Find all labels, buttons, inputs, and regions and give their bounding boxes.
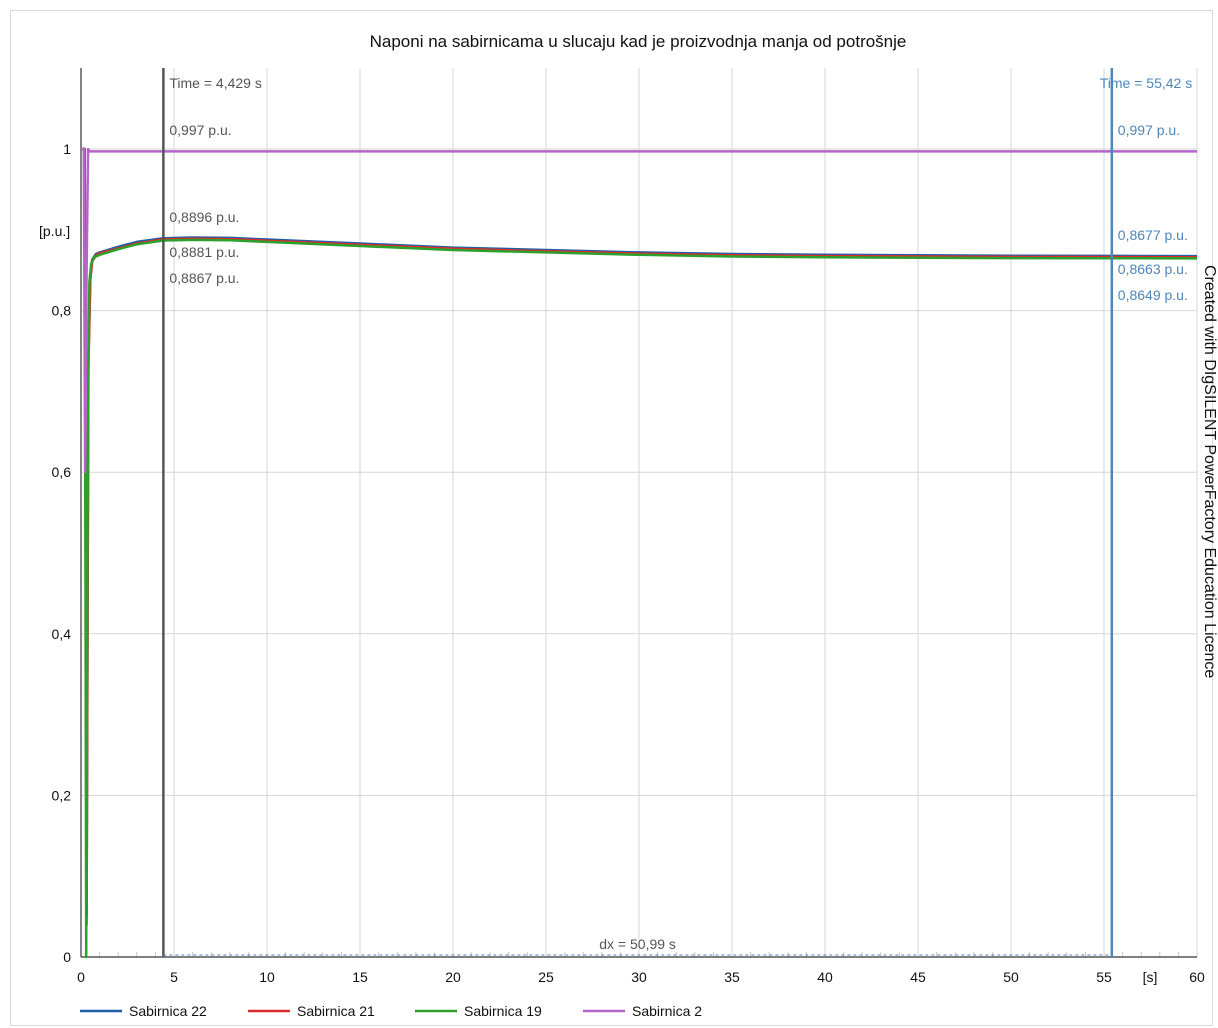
x-tick-label: 50 <box>1003 969 1019 985</box>
x-axis-unit: [s] <box>1143 969 1158 985</box>
x-tick-label: 45 <box>910 969 926 985</box>
legend-item[interactable]: Sabirnica 21 <box>248 1003 375 1019</box>
x-tick-label: 5 <box>170 969 178 985</box>
cursor-value-label: 0,8881 p.u. <box>169 244 239 260</box>
legend-item[interactable]: Sabirnica 2 <box>583 1003 702 1019</box>
legend-label: Sabirnica 2 <box>632 1003 702 1019</box>
x-tick-label: 40 <box>817 969 833 985</box>
cursor-value-label: 0,8677 p.u. <box>1118 227 1188 243</box>
x-tick-label: 60 <box>1189 969 1205 985</box>
x-tick-label: 35 <box>724 969 740 985</box>
axes: 0 5 10 15 20 25 30 35 40 45 50 55 60 0 0,2 0,4 0,6 0,8 1 <box>52 68 1205 985</box>
x-tick-label: 30 <box>631 969 647 985</box>
y-axis-unit: [p.u.] <box>39 223 70 239</box>
watermark-text: Created with DIgSILENT PowerFactory Educ… <box>1201 265 1218 678</box>
series-line-sabirnica-19 <box>81 147 1198 959</box>
y-tick-label: 0 <box>63 949 71 965</box>
cursor-value-label: 0,8649 p.u. <box>1118 287 1188 303</box>
y-tick-label: 0,8 <box>52 303 72 319</box>
y-tick-label: 0,6 <box>52 464 72 480</box>
x-tick-label: 55 <box>1096 969 1112 985</box>
chart-frame <box>10 10 1213 1026</box>
cursor-value-label: 0,997 p.u. <box>1118 122 1180 138</box>
legend-item[interactable]: Sabirnica 19 <box>415 1003 542 1019</box>
x-tick-label: 25 <box>538 969 554 985</box>
chart-title: Naponi na sabirnicama u slucaju kad je p… <box>370 32 907 51</box>
cursor-value-label: 0,8663 p.u. <box>1118 261 1188 277</box>
legend-label: Sabirnica 22 <box>129 1003 207 1019</box>
x-tick-label: 0 <box>77 969 85 985</box>
x-tick-label: 10 <box>259 969 275 985</box>
dx-label: dx = 50,99 s <box>599 936 676 952</box>
y-tick-label: 0,4 <box>52 626 72 642</box>
x-tick-label: 15 <box>352 969 368 985</box>
y-tick-label: 0,2 <box>52 787 72 803</box>
cursor-time-label: Time = 55,42 s <box>1100 75 1192 91</box>
legend: Sabirnica 22 Sabirnica 21 Sabirnica 19 Sabi… <box>80 1003 702 1019</box>
x-tick-label: 20 <box>445 969 461 985</box>
cursor-value-label: 0,8896 p.u. <box>169 209 239 225</box>
legend-label: Sabirnica 21 <box>297 1003 375 1019</box>
legend-label: Sabirnica 19 <box>464 1003 542 1019</box>
cursors: Time = 4,429 s 0,997 p.u. 0,8896 p.u. 0,888… <box>162 68 1192 957</box>
legend-item[interactable]: Sabirnica 22 <box>80 1003 207 1019</box>
cursor-value-label: 0,997 p.u. <box>169 122 231 138</box>
cursor-value-label: 0,8867 p.u. <box>169 270 239 286</box>
cursor-time-label: Time = 4,429 s <box>169 75 261 91</box>
grid <box>81 68 1198 957</box>
y-tick-label: 1 <box>63 141 71 157</box>
